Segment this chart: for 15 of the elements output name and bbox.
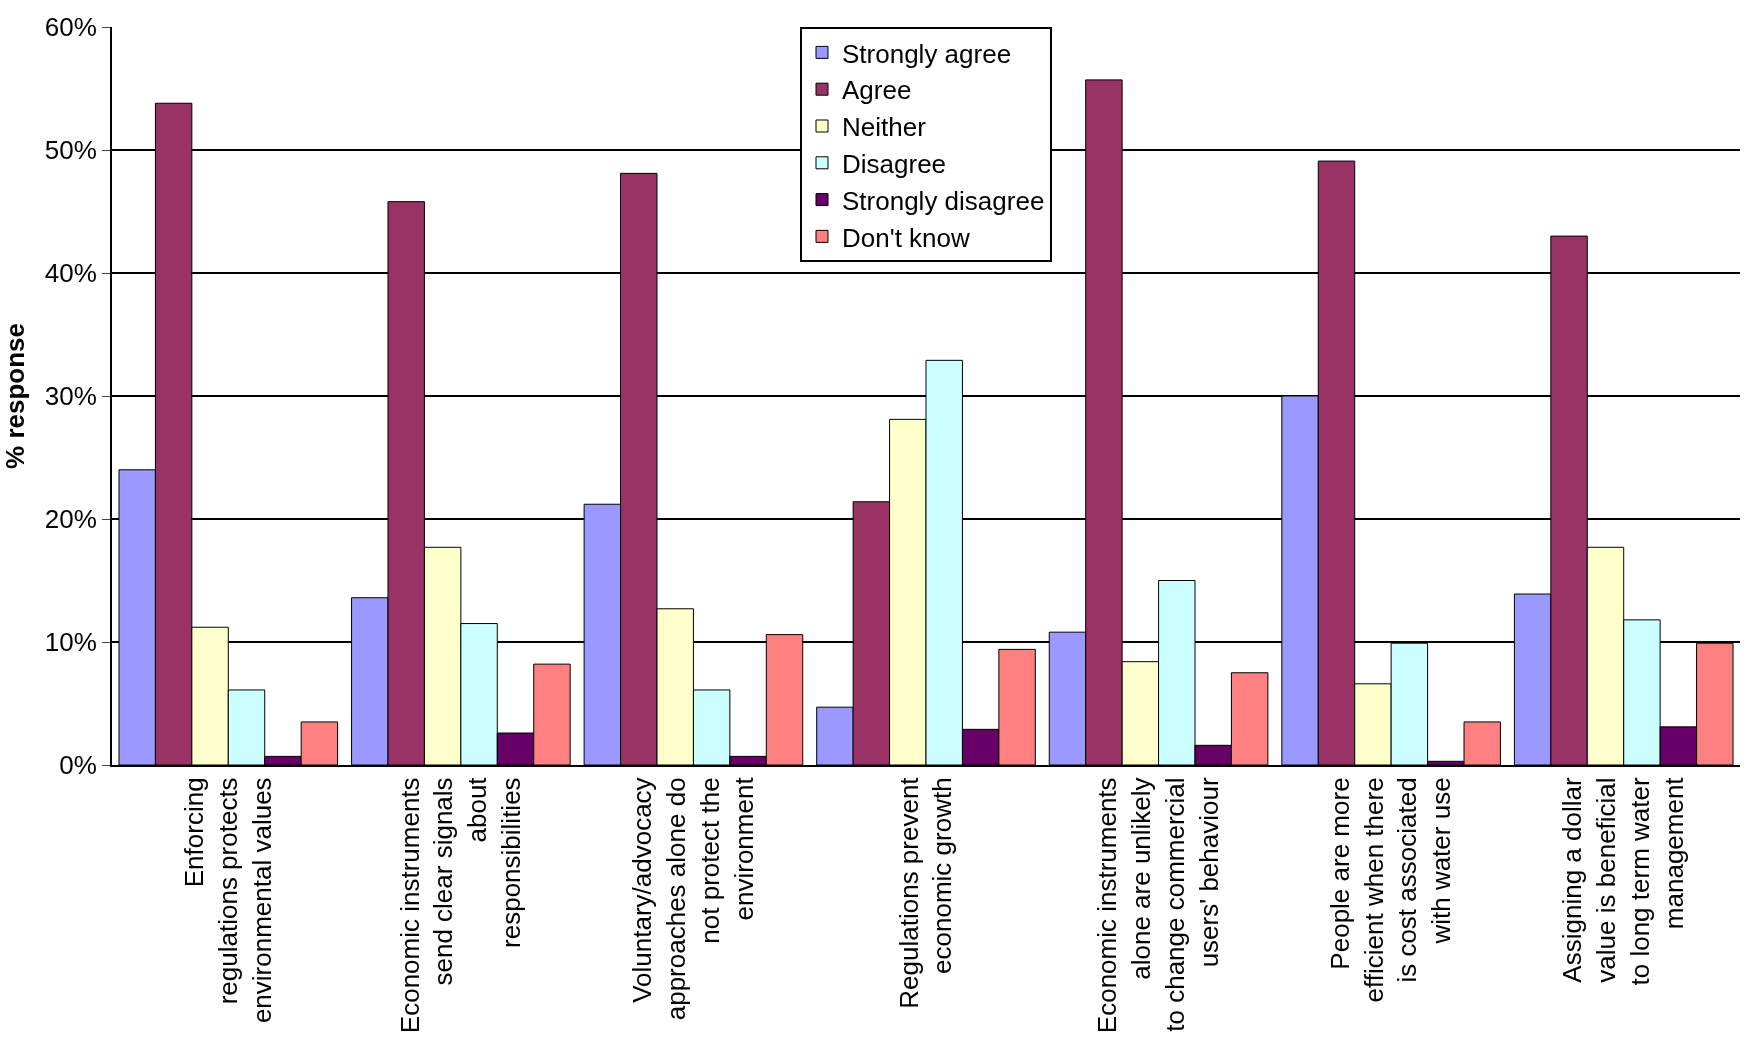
y-tick-label: 30% — [44, 381, 97, 412]
y-tick-label: 40% — [44, 258, 97, 289]
legend-label: Strongly disagree — [842, 185, 1045, 216]
y-axis-title: % response — [0, 323, 30, 469]
legend-label: Disagree — [842, 148, 947, 179]
y-tick-label: 20% — [44, 504, 97, 535]
legend-label: Agree — [842, 75, 912, 106]
x-tick-label: Enforcing regulations protects environmental values — [178, 777, 277, 1024]
y-tick-label: 50% — [44, 135, 97, 166]
legend-label: Neither — [842, 112, 927, 143]
legend-label: Don't know — [842, 222, 971, 253]
y-tick-label: 0% — [59, 750, 97, 781]
y-tick-label: 10% — [44, 627, 97, 658]
y-tick-label: 60% — [44, 12, 97, 43]
legend-label: Strongly agree — [842, 38, 1012, 69]
